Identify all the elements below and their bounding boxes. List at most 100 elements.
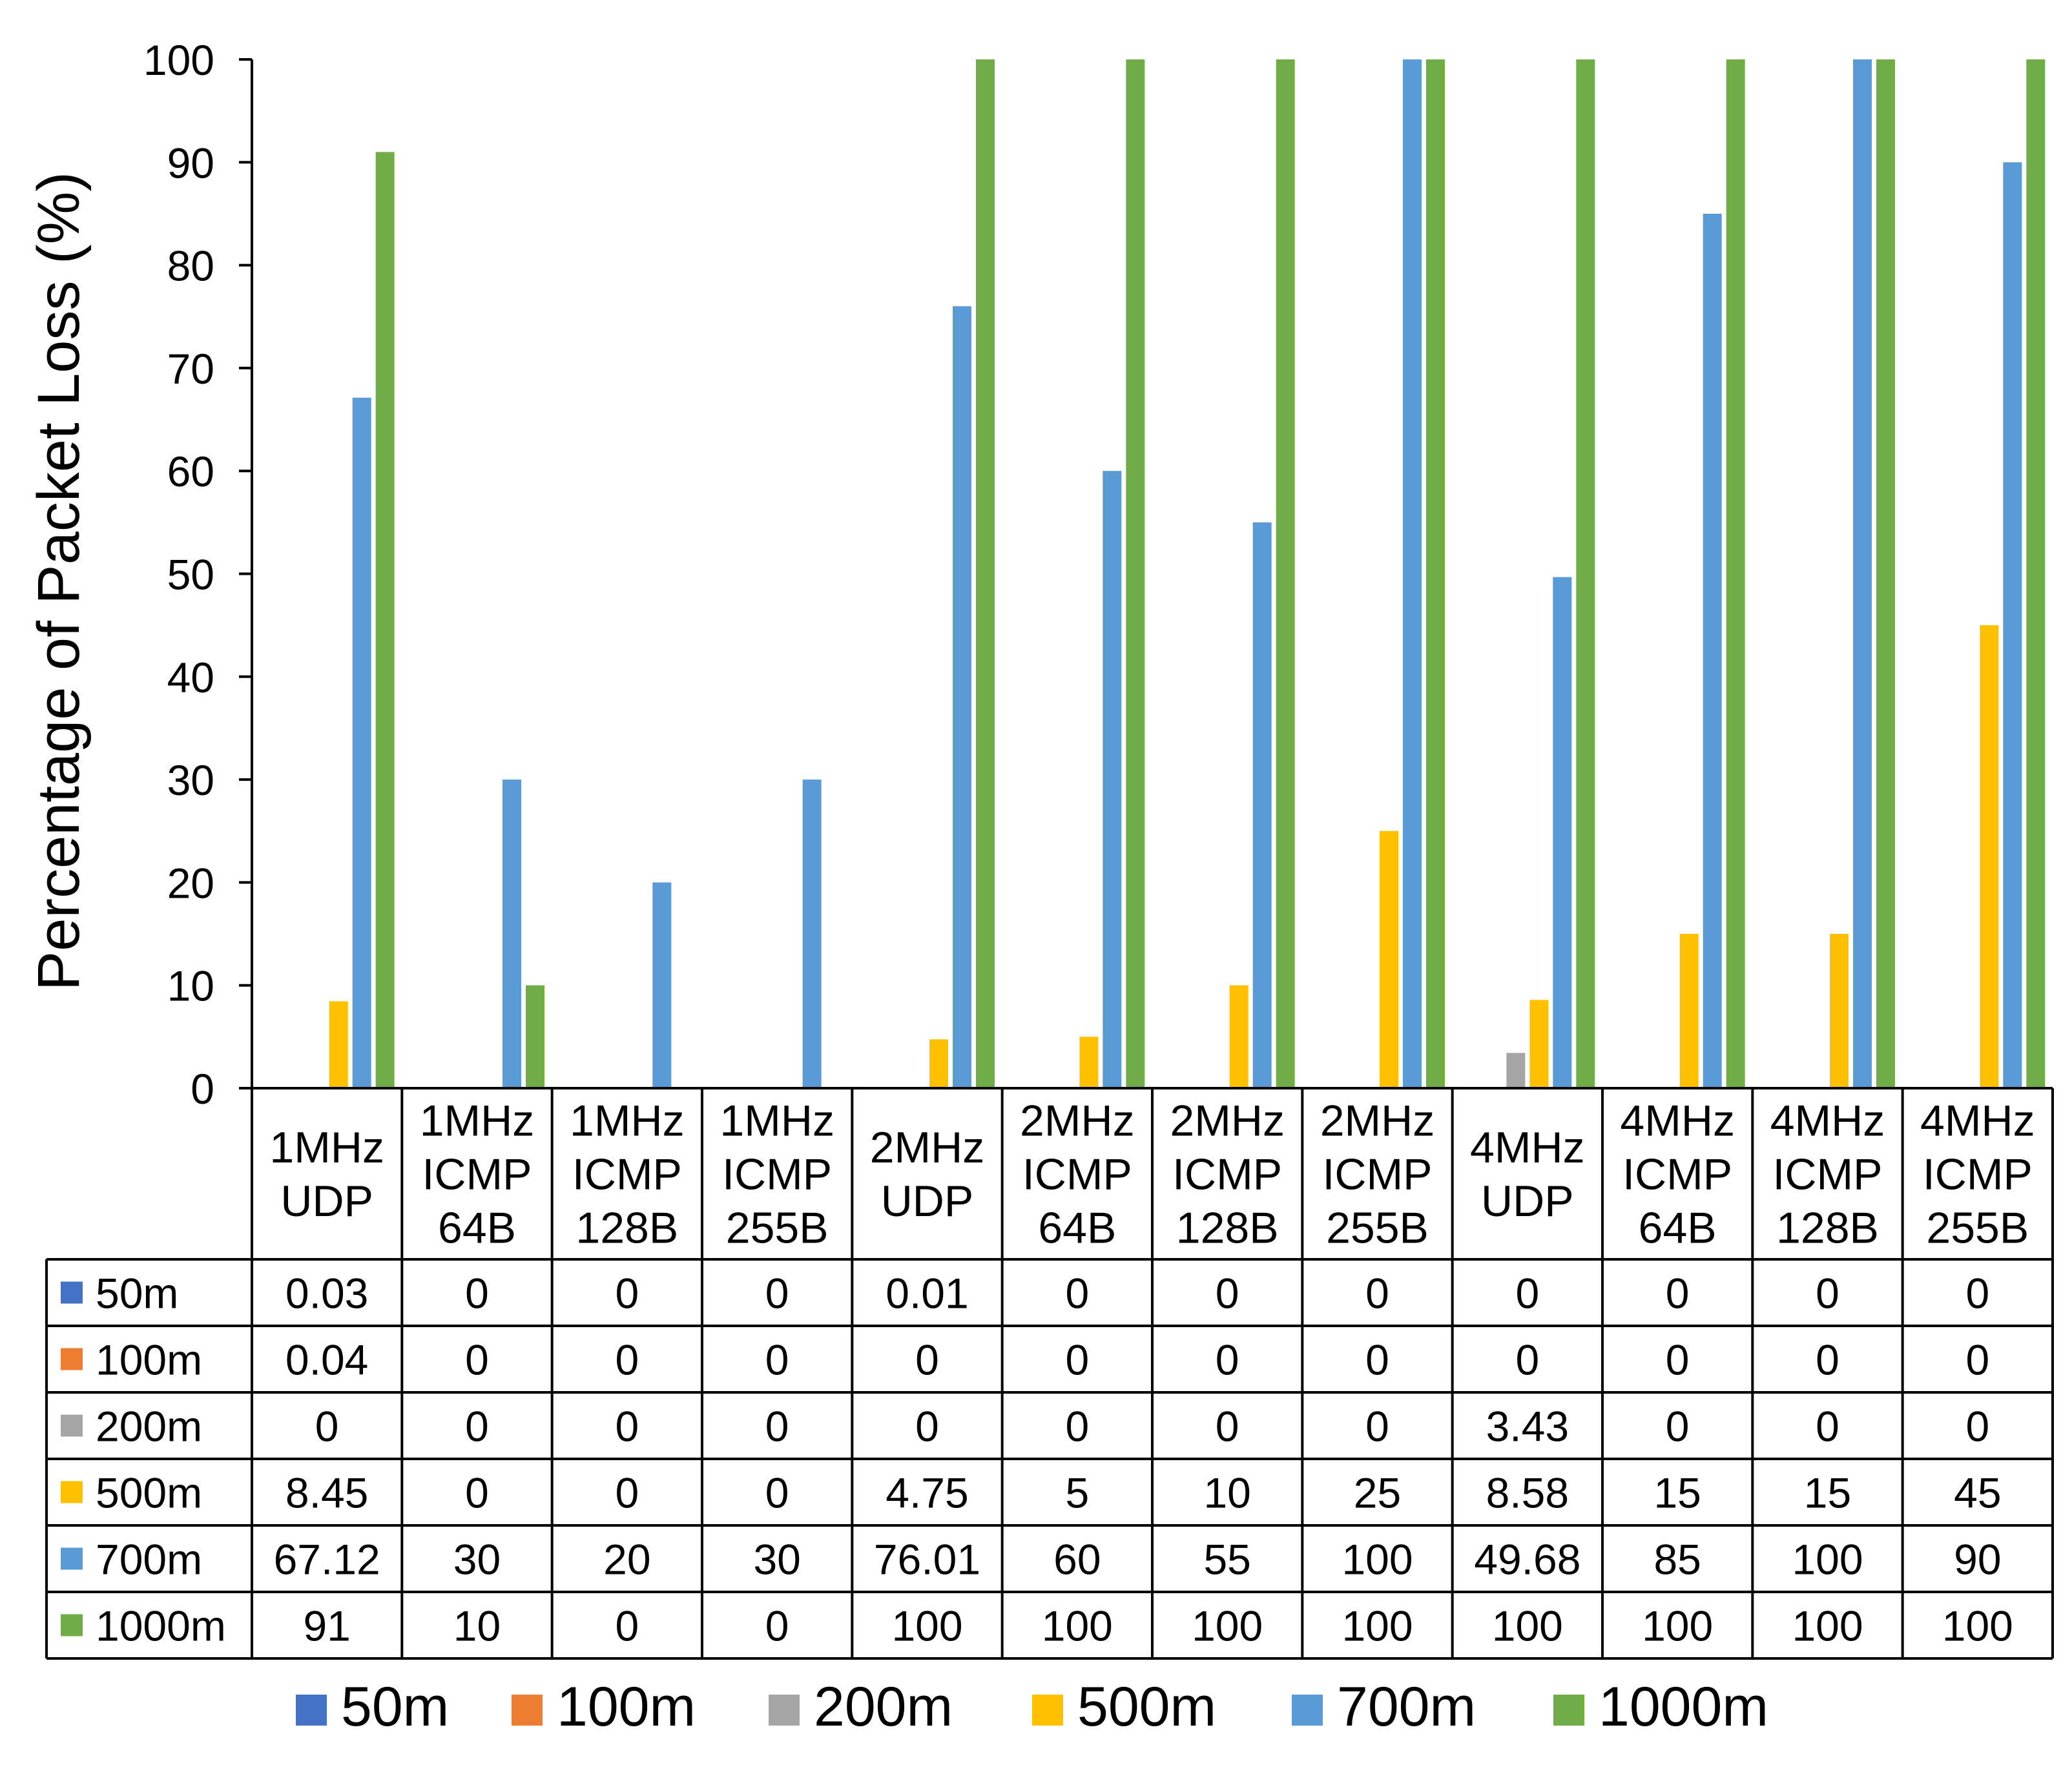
category-label: 1MHz — [269, 1123, 384, 1172]
table-row-label: 1000m — [96, 1602, 226, 1650]
legend-key-100m — [512, 1695, 543, 1726]
legend-label-100m: 100m — [557, 1676, 696, 1738]
table-cell-value: 90 — [1954, 1536, 2001, 1584]
bar-700m-4 — [953, 306, 971, 1089]
table-cell-value: 100 — [891, 1602, 962, 1650]
table-cell-value: 0 — [465, 1469, 489, 1517]
table-cell-value: 5 — [1065, 1469, 1089, 1517]
legend-key-200m — [769, 1695, 800, 1726]
bar-700m-7 — [1403, 59, 1422, 1088]
bar-1000m-0 — [375, 152, 395, 1088]
table-cell-value: 25 — [1354, 1469, 1401, 1517]
table-row-label: 200m — [96, 1403, 202, 1450]
category-label: 2MHz — [1170, 1097, 1285, 1146]
table-cell-value: 0 — [465, 1336, 489, 1384]
y-tick-label: 60 — [167, 448, 214, 495]
table-cell-value: 100 — [1342, 1536, 1413, 1584]
y-tick-label: 0 — [191, 1065, 214, 1113]
category-label: UDP — [1481, 1177, 1574, 1226]
category-label: 255B — [726, 1204, 829, 1253]
bar-500m-11 — [1980, 625, 1999, 1088]
table-legend-key-50m — [61, 1281, 83, 1304]
bar-1000m-11 — [2026, 59, 2046, 1088]
bar-700m-8 — [1553, 577, 1572, 1088]
bar-700m-0 — [352, 397, 371, 1089]
bar-1000m-8 — [1576, 59, 1595, 1088]
table-cell-value: 0 — [465, 1403, 489, 1450]
table-cell-value: 0 — [1666, 1403, 1690, 1450]
category-label: 128B — [1776, 1204, 1879, 1253]
table-cell-value: 30 — [753, 1536, 800, 1584]
legend-label-50m: 50m — [341, 1676, 449, 1738]
legend-key-500m — [1032, 1695, 1063, 1726]
bar-500m-5 — [1079, 1037, 1099, 1088]
table-row-label: 50m — [96, 1270, 178, 1317]
y-tick-label: 70 — [167, 345, 214, 393]
table-cell-value: 20 — [603, 1536, 650, 1584]
table-cell-value: 0 — [1065, 1270, 1089, 1317]
legend-label-500m: 500m — [1077, 1676, 1216, 1738]
bar-500m-7 — [1380, 831, 1398, 1088]
table-cell-value: 0 — [1216, 1336, 1239, 1384]
bar-700m-9 — [1703, 213, 1722, 1089]
bar-1000m-4 — [976, 59, 995, 1088]
table-cell-value: 0 — [615, 1403, 639, 1450]
table-cell-value: 8.58 — [1486, 1469, 1569, 1517]
category-label: ICMP — [722, 1150, 832, 1199]
bar-500m-6 — [1229, 985, 1248, 1088]
category-label: 255B — [1326, 1204, 1429, 1253]
category-label: ICMP — [1323, 1150, 1433, 1199]
y-axis-label: Percentage of Packet Loss (%) — [26, 172, 92, 991]
bar-1000m-10 — [1876, 59, 1895, 1088]
table-cell-value: 0 — [765, 1602, 789, 1650]
table-cell-value: 55 — [1203, 1536, 1250, 1584]
table-legend-key-700m — [61, 1547, 83, 1570]
bar-500m-0 — [329, 1001, 348, 1088]
bar-500m-9 — [1679, 934, 1699, 1088]
category-label: ICMP — [1172, 1150, 1282, 1199]
legend-label-1000m: 1000m — [1599, 1676, 1768, 1738]
category-label: 4MHz — [1770, 1097, 1885, 1146]
table-cell-value: 0.04 — [285, 1336, 368, 1384]
table-cell-value: 0 — [1216, 1270, 1239, 1317]
category-label: 4MHz — [1620, 1097, 1735, 1146]
table-cell-value: 0 — [1816, 1403, 1839, 1450]
table-cell-value: 0 — [765, 1469, 789, 1517]
table-cell-value: 0.03 — [285, 1270, 368, 1317]
table-cell-value: 0 — [1816, 1270, 1839, 1317]
table-legend-key-500m — [61, 1481, 83, 1503]
category-label: 4MHz — [1920, 1097, 2035, 1146]
y-tick-label: 80 — [167, 242, 214, 290]
table-cell-value: 49.68 — [1474, 1536, 1580, 1584]
table-cell-value: 45 — [1954, 1469, 2001, 1517]
y-tick-label: 30 — [167, 756, 214, 804]
table-cell-value: 0 — [765, 1403, 789, 1450]
table-cell-value: 0 — [615, 1336, 639, 1384]
table-cell-value: 76.01 — [874, 1536, 980, 1584]
category-label: ICMP — [422, 1150, 532, 1199]
y-tick-label: 20 — [167, 859, 214, 907]
bar-700m-6 — [1252, 522, 1272, 1088]
table-cell-value: 10 — [1203, 1469, 1250, 1517]
table-cell-value: 100 — [1042, 1602, 1113, 1650]
table-cell-value: 91 — [303, 1602, 350, 1650]
table-cell-value: 0 — [915, 1403, 939, 1450]
bar-1000m-9 — [1726, 59, 1745, 1088]
legend-label-200m: 200m — [814, 1676, 953, 1738]
category-label: ICMP — [572, 1150, 682, 1199]
table-cell-value: 0 — [915, 1336, 939, 1384]
table-cell-value: 85 — [1653, 1536, 1701, 1584]
table-cell-value: 8.45 — [285, 1469, 368, 1517]
table-cell-value: 100 — [1942, 1602, 2013, 1650]
table-cell-value: 0 — [465, 1270, 489, 1317]
table-cell-value: 67.12 — [274, 1536, 380, 1584]
legend-label-700m: 700m — [1337, 1676, 1476, 1738]
table-cell-value: 0 — [765, 1336, 789, 1384]
table-cell-value: 15 — [1653, 1469, 1701, 1517]
category-label: 1MHz — [720, 1097, 834, 1146]
category-label: 128B — [575, 1204, 678, 1253]
table-cell-value: 60 — [1053, 1536, 1101, 1584]
y-tick-label: 50 — [167, 551, 214, 599]
category-label: ICMP — [1923, 1150, 2033, 1199]
category-label: 2MHz — [870, 1123, 985, 1172]
